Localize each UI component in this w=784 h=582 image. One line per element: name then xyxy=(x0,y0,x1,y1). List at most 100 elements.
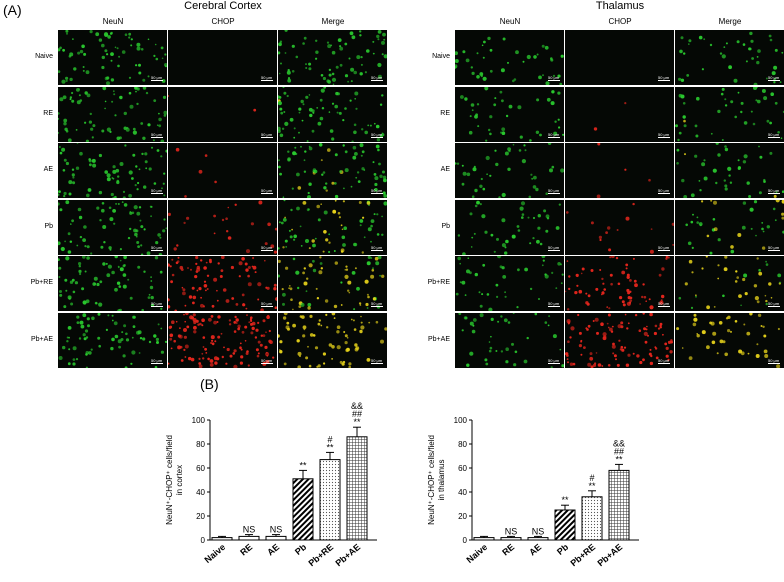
significance-label: NS xyxy=(532,526,545,536)
y-tick-label: 100 xyxy=(454,416,468,425)
micrograph-cortex-pb-merge: 50 μm xyxy=(278,200,387,255)
y-tick-label: 20 xyxy=(458,512,467,521)
scale-bar: 50 μm xyxy=(371,75,383,80)
y-tick-label: 20 xyxy=(196,512,205,521)
y-tick-label: 0 xyxy=(463,536,468,545)
section-title-thalamus: Thalamus xyxy=(595,0,645,12)
column-header-cortex-chop: CHOP xyxy=(211,17,235,26)
x-tick-label: RE xyxy=(500,542,516,558)
y-tick-label: 100 xyxy=(192,416,206,425)
x-tick-label: Naive xyxy=(202,542,227,565)
scale-bar: 50 μm xyxy=(548,188,560,193)
x-tick-label: Pb+RE xyxy=(306,542,335,568)
micrograph-thalamus-ae-chop: 50 μm xyxy=(565,143,674,198)
scale-bar: 50 μm xyxy=(151,188,163,193)
scale-bar: 50 μm xyxy=(768,301,780,306)
micrograph-thalamus-pb-re-chop: 50 μm xyxy=(565,256,674,311)
micrograph-thalamus-naive-neun: 50 μm xyxy=(455,30,564,85)
micrograph-cortex-re-chop: 50 μm xyxy=(168,87,277,142)
scale-bar: 50 μm xyxy=(371,358,383,363)
bar-naive xyxy=(473,537,495,541)
row-label-cortex-4: Pb+RE xyxy=(30,279,53,286)
micrograph-thalamus-pb-ae-neun: 50 μm xyxy=(455,313,564,368)
scale-bar: 50 μm xyxy=(768,245,780,250)
significance-label: ** xyxy=(299,460,307,470)
micrograph-thalamus-naive-merge: 50 μm xyxy=(675,30,784,85)
column-header-thalamus-chop: CHOP xyxy=(608,17,632,26)
scale-bar: 50 μm xyxy=(658,75,670,80)
row-label-thalamus-0: Naive xyxy=(432,53,450,60)
micrograph-cortex-pb-ae-neun: 50 μm xyxy=(58,313,167,368)
bar-chart-thalamus: NeuN⁺-CHOP⁺ cells/field in thalamus 0 20 40 6… xyxy=(427,416,639,568)
scale-bar: 50 μm xyxy=(548,132,560,137)
y-axis-label: in cortex xyxy=(175,465,184,495)
y-tick-label: 80 xyxy=(196,440,205,449)
y-axis-label: NeuN⁺-CHOP⁺ cells/field xyxy=(427,435,436,525)
micrograph-thalamus-pb-ae-merge: 50 μm xyxy=(675,313,784,368)
row-label-thalamus-5: Pb+AE xyxy=(428,336,450,343)
x-tick-label: Naive xyxy=(464,542,489,565)
bar-ae xyxy=(527,537,549,541)
section-title-cortex: Cerebral Cortex xyxy=(184,0,262,12)
micrograph-cortex-ae-merge: 50 μm xyxy=(278,143,387,198)
bar-pb-ae xyxy=(608,469,630,541)
bar-naive xyxy=(211,537,233,541)
y-tick-label: 60 xyxy=(458,464,467,473)
bar-pb-ae xyxy=(346,436,368,541)
bar-re xyxy=(500,537,522,541)
micrograph-cortex-pb-re-merge: 50 μm xyxy=(278,256,387,311)
scale-bar: 50 μm xyxy=(548,301,560,306)
micrograph-cortex-pb-chop: 50 μm xyxy=(168,200,277,255)
scale-bar: 50 μm xyxy=(371,132,383,137)
scale-bar: 50 μm xyxy=(658,132,670,137)
scale-bar: 50 μm xyxy=(658,301,670,306)
scale-bar: 50 μm xyxy=(768,358,780,363)
scale-bar: 50 μm xyxy=(548,358,560,363)
micrograph-cortex-pb-neun: 50 μm xyxy=(58,200,167,255)
bar-pb xyxy=(554,509,576,541)
x-tick-label: Pb xyxy=(293,542,309,557)
significance-label: ## xyxy=(352,409,362,419)
row-label-cortex-1: RE xyxy=(43,110,53,117)
micrograph-thalamus-pb-merge: 50 μm xyxy=(675,200,784,255)
y-tick-label: 60 xyxy=(196,464,205,473)
y-tick-label: 40 xyxy=(196,488,205,497)
significance-label: NS xyxy=(505,526,518,536)
micrograph-thalamus-naive-chop: 50 μm xyxy=(565,30,674,85)
scale-bar: 50 μm xyxy=(151,245,163,250)
x-tick-label: RE xyxy=(238,542,254,558)
micrograph-thalamus-ae-neun: 50 μm xyxy=(455,143,564,198)
micrograph-cortex-re-merge: 50 μm xyxy=(278,87,387,142)
row-label-thalamus-4: Pb+RE xyxy=(427,279,450,286)
significance-label: ** xyxy=(615,454,623,464)
bar-pb xyxy=(292,478,314,541)
scale-bar: 50 μm xyxy=(261,188,273,193)
micrograph-cortex-pb-ae-merge: 50 μm xyxy=(278,313,387,368)
micrograph-cortex-naive-neun: 50 μm xyxy=(58,30,167,85)
micrograph-cortex-naive-chop: 50 μm xyxy=(168,30,277,85)
micrograph-thalamus-re-neun: 50 μm xyxy=(455,87,564,142)
row-label-thalamus-3: Pb xyxy=(441,223,450,230)
y-axis-label: in thalamus xyxy=(437,460,446,501)
row-label-thalamus-1: RE xyxy=(440,110,450,117)
micrograph-cortex-pb-ae-chop: 50 μm xyxy=(168,313,277,368)
scale-bar: 50 μm xyxy=(768,75,780,80)
micrograph-thalamus-pb-chop: 50 μm xyxy=(565,200,674,255)
micrograph-cortex-re-neun: 50 μm xyxy=(58,87,167,142)
significance-label: && xyxy=(613,438,625,448)
row-label-cortex-3: Pb xyxy=(44,223,53,230)
column-header-thalamus-neun: NeuN xyxy=(499,17,521,26)
scale-bar: 50 μm xyxy=(261,358,273,363)
scale-bar: 50 μm xyxy=(768,188,780,193)
panel-a-label: (A) xyxy=(3,2,22,18)
micrograph-thalamus-pb-ae-chop: 50 μm xyxy=(565,313,674,368)
y-tick-label: 0 xyxy=(201,536,206,545)
scale-bar: 50 μm xyxy=(768,132,780,137)
scale-bar: 50 μm xyxy=(548,245,560,250)
significance-label: ** xyxy=(588,481,596,491)
significance-label: && xyxy=(351,401,363,411)
significance-label: ** xyxy=(353,417,361,427)
micrograph-thalamus-re-merge: 50 μm xyxy=(675,87,784,142)
micrograph-thalamus-re-chop: 50 μm xyxy=(565,87,674,142)
scale-bar: 50 μm xyxy=(371,301,383,306)
